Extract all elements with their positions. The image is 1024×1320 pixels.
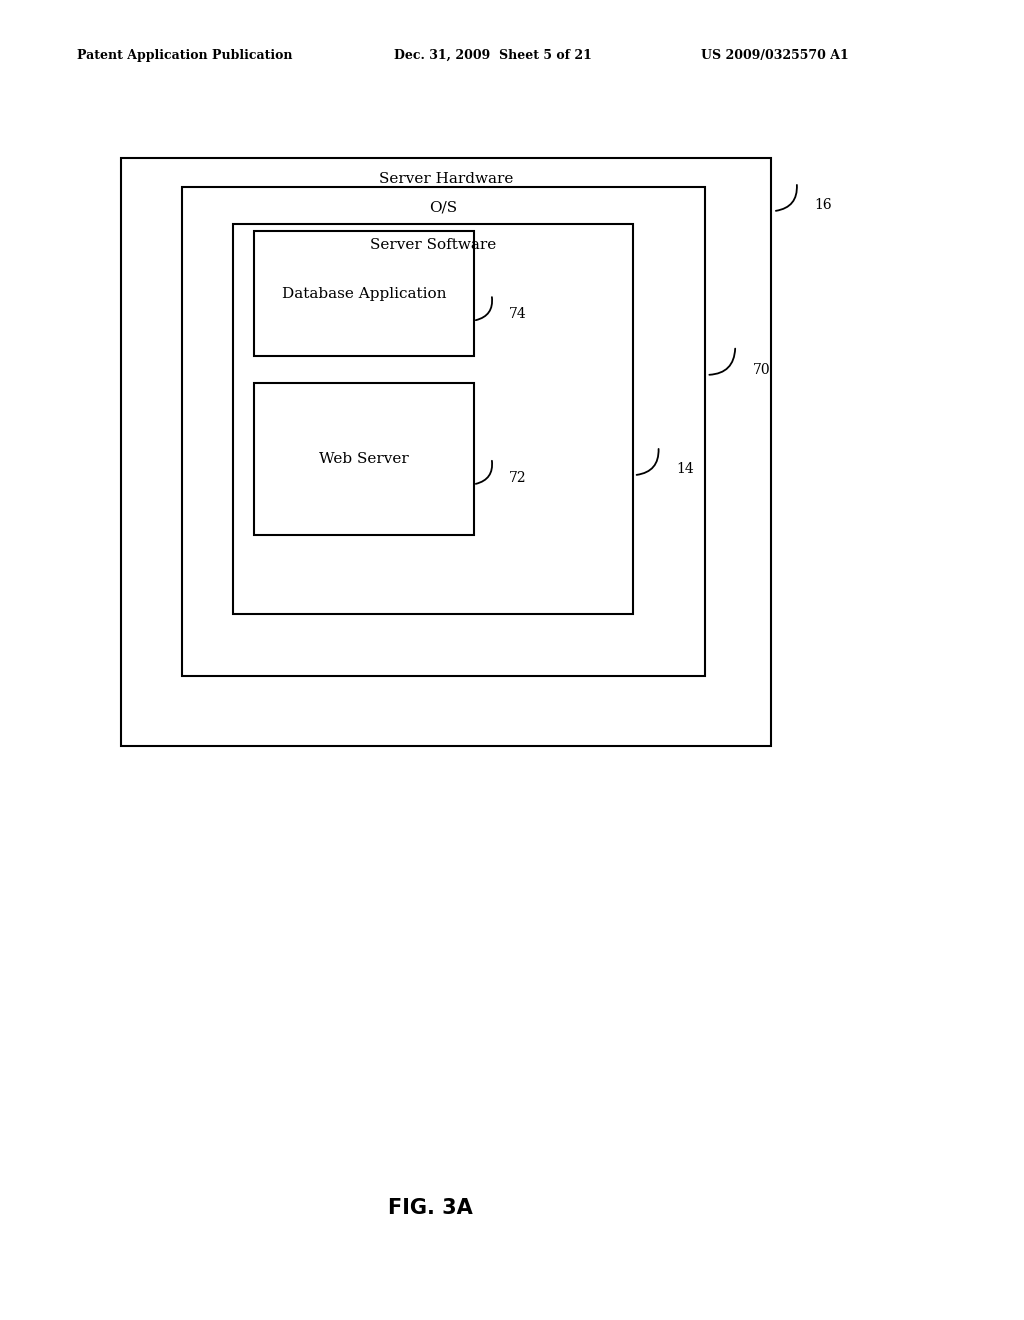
Text: Server Hardware: Server Hardware <box>379 172 513 186</box>
Text: 72: 72 <box>509 471 526 484</box>
Text: Dec. 31, 2009  Sheet 5 of 21: Dec. 31, 2009 Sheet 5 of 21 <box>394 49 592 62</box>
Bar <box>254 383 474 535</box>
Text: 70: 70 <box>753 363 770 376</box>
Text: Database Application: Database Application <box>282 286 446 301</box>
Bar <box>233 224 633 614</box>
Text: 74: 74 <box>509 308 526 321</box>
Text: Server Software: Server Software <box>370 238 497 252</box>
Text: 16: 16 <box>814 198 831 211</box>
Text: US 2009/0325570 A1: US 2009/0325570 A1 <box>701 49 849 62</box>
Text: 14: 14 <box>676 462 693 475</box>
Text: FIG. 3A: FIG. 3A <box>388 1197 472 1218</box>
Text: Patent Application Publication: Patent Application Publication <box>77 49 292 62</box>
Text: O/S: O/S <box>429 201 458 215</box>
Bar <box>121 158 771 746</box>
Bar <box>254 231 474 356</box>
Bar <box>182 187 705 676</box>
Text: Web Server: Web Server <box>319 451 409 466</box>
